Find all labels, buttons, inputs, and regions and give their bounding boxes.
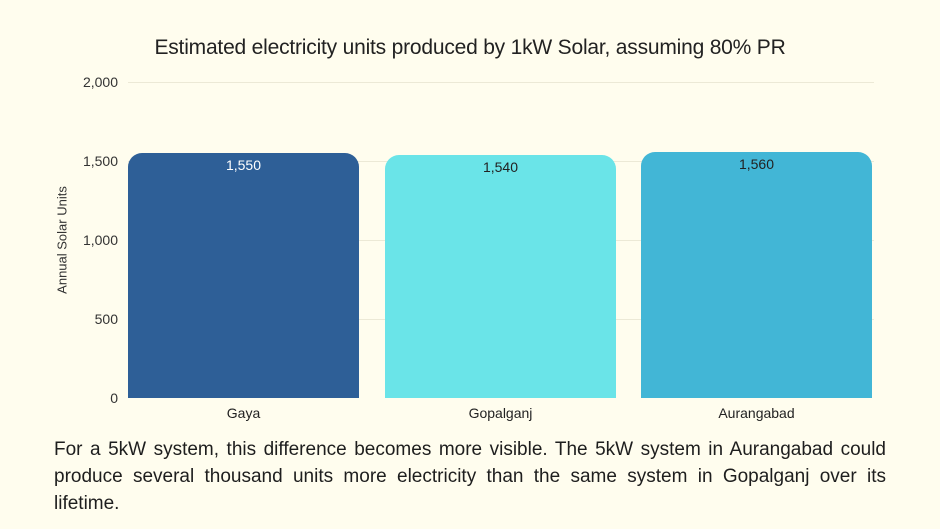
y-tick-label: 2,000 xyxy=(82,74,118,90)
bar-gopalganj[interactable]: 1,540 xyxy=(385,154,616,398)
y-tick-label: 1,000 xyxy=(82,232,118,248)
gridline xyxy=(128,82,874,83)
y-tick-label: 0 xyxy=(110,390,118,406)
y-tick-label: 1,500 xyxy=(82,153,118,169)
bar-gaya[interactable]: 1,550 xyxy=(128,153,359,398)
bar-value-label: 1,560 xyxy=(738,155,775,172)
plot-area: 1,550 1,540 1,560 xyxy=(128,82,874,398)
bar-value-label: 1,540 xyxy=(482,158,519,175)
bar-aurangabad[interactable]: 1,560 xyxy=(641,151,872,398)
x-tick-label: Aurangabad xyxy=(718,405,795,421)
x-tick-label: Gopalganj xyxy=(468,405,533,421)
chart-title: Estimated electricity units produced by … xyxy=(154,36,786,59)
caption-text: For a 5kW system, this difference become… xyxy=(54,439,886,514)
bar-value-label: 1,550 xyxy=(225,157,262,174)
x-tick-label: Gaya xyxy=(226,405,261,421)
y-tick-label: 500 xyxy=(94,311,118,327)
